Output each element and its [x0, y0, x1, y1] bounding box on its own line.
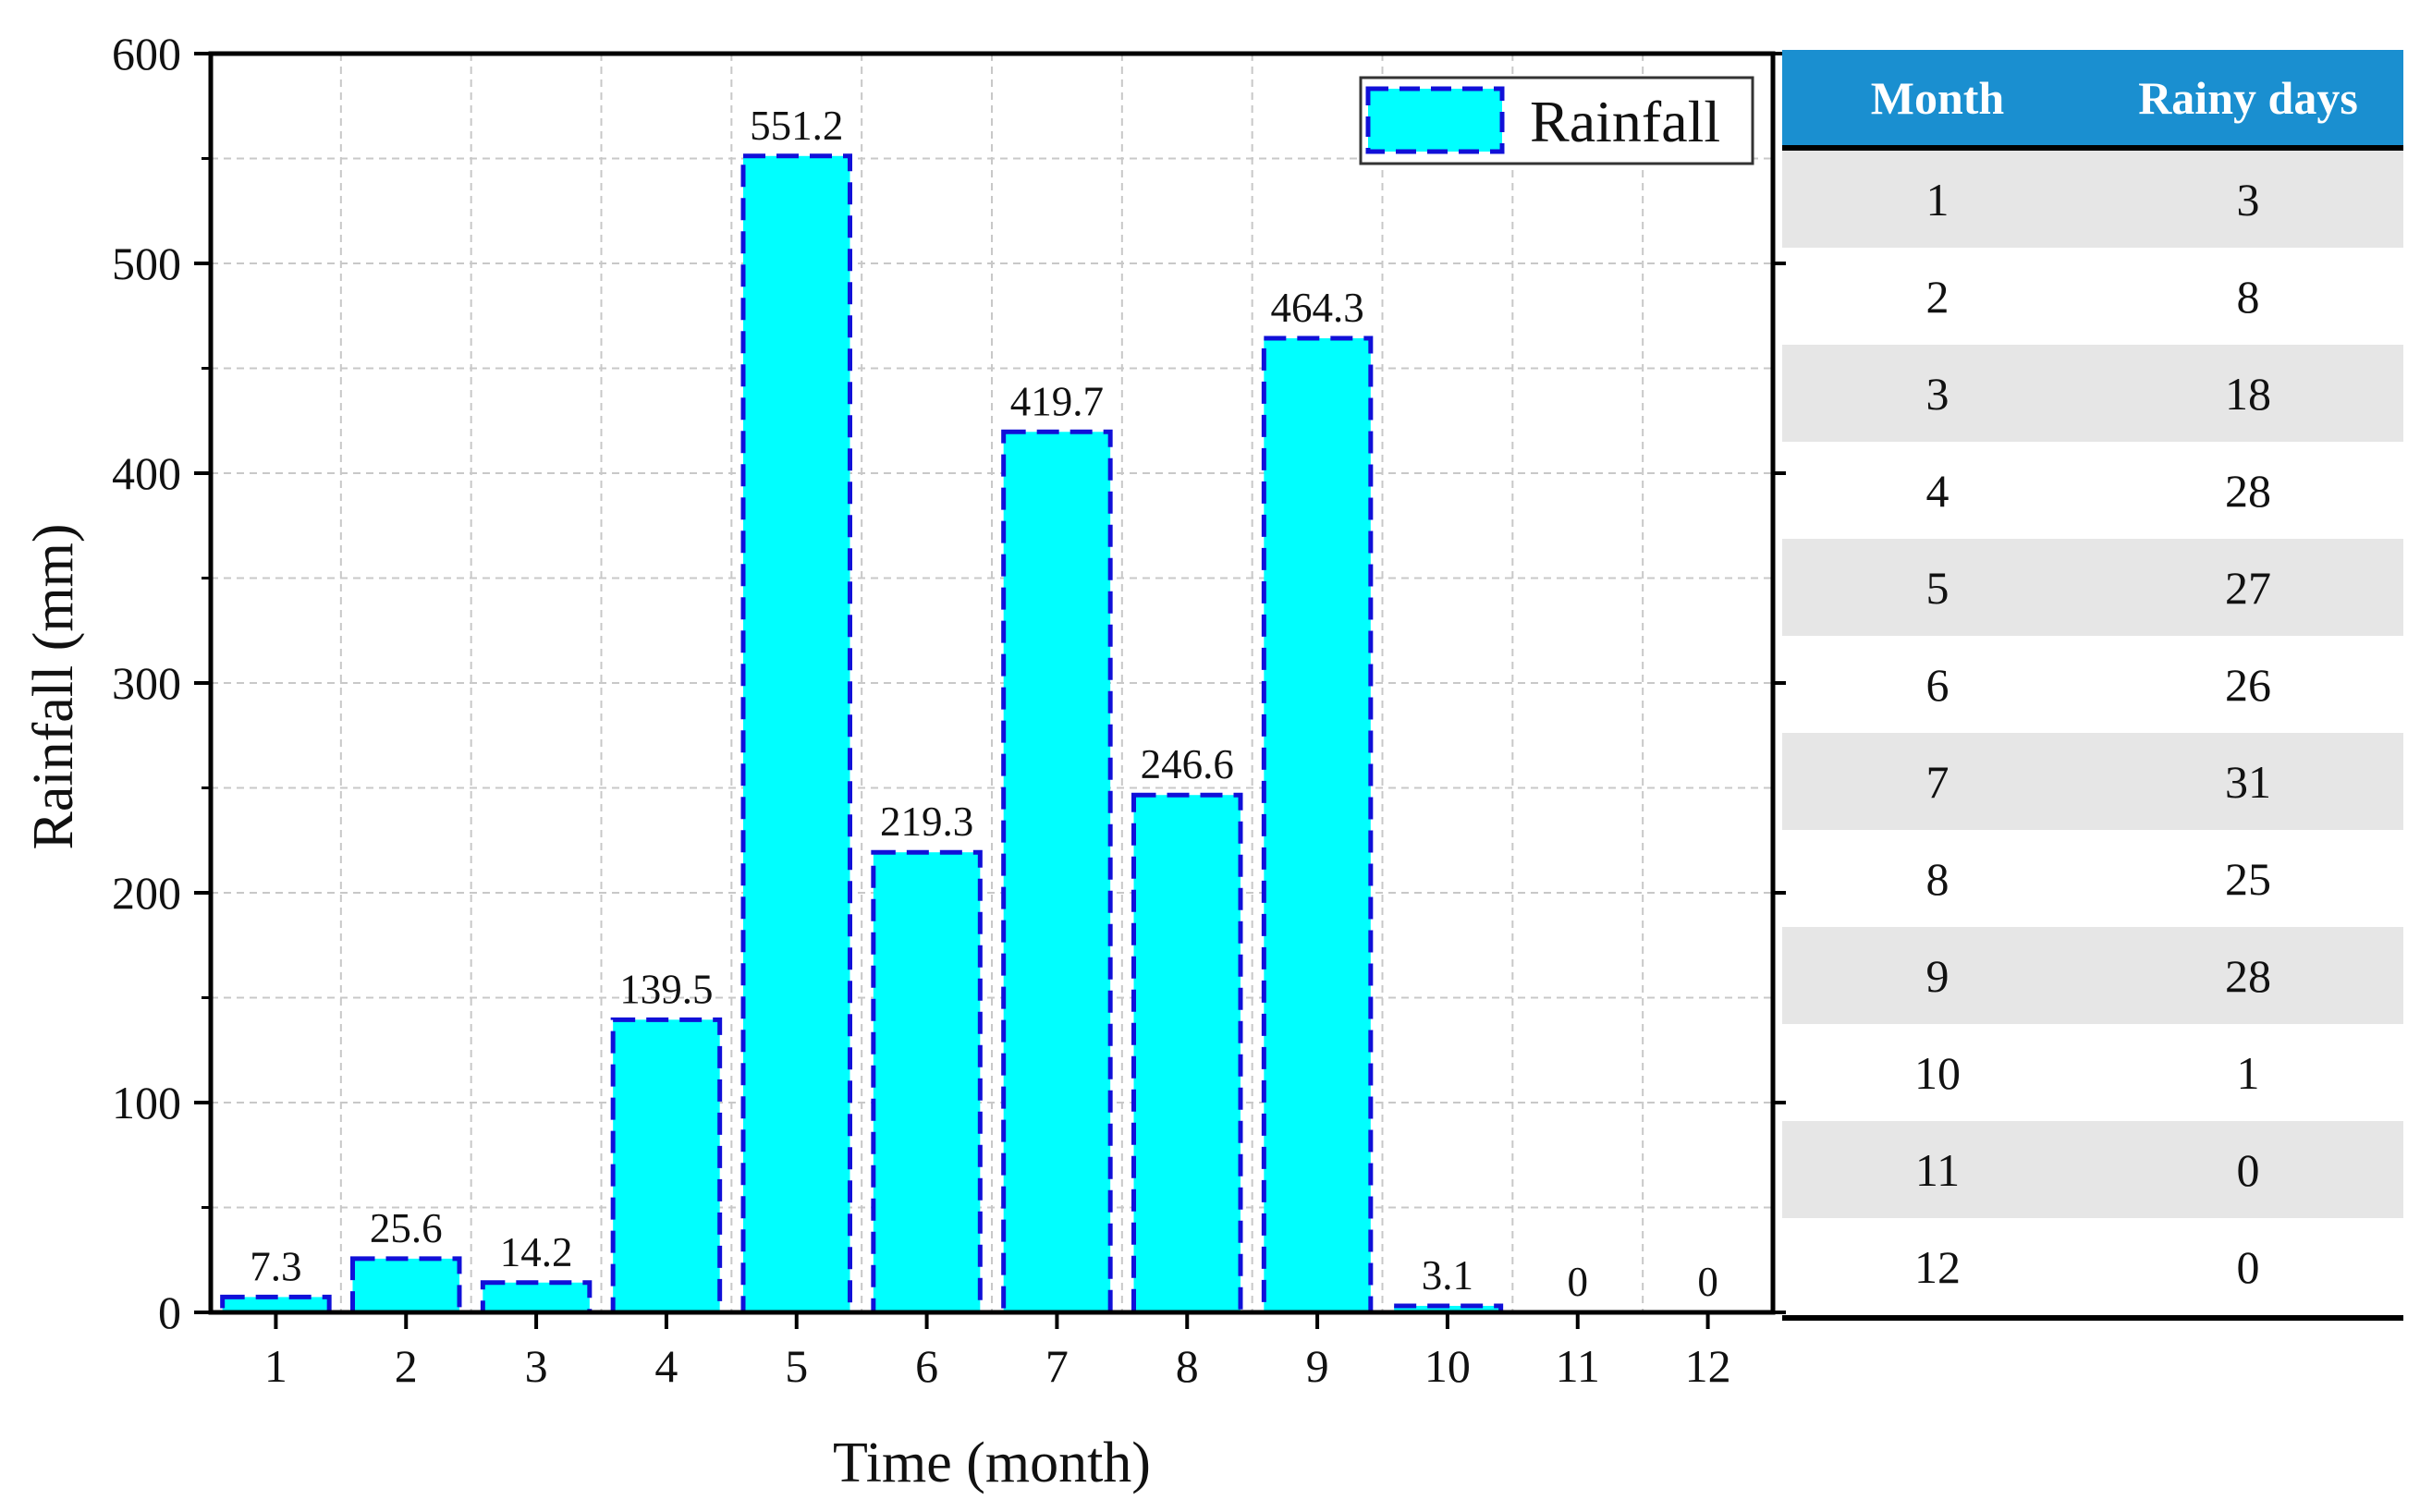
- legend-label: Rainfall: [1530, 89, 1720, 154]
- value-label-month-8: 246.6: [1141, 741, 1234, 787]
- value-label-month-3: 14.2: [500, 1229, 573, 1275]
- rainy-days-table: Month Rainy days 1 3 2 8 3 18 4 28 5 27 6 26 7 31 8 25 9…: [1782, 50, 2403, 1321]
- value-label-month-1: 7.3: [250, 1243, 301, 1289]
- table-row: 3 18: [1782, 345, 2403, 442]
- rainy-days-cell: 3: [2093, 148, 2403, 248]
- table-row: 7 31: [1782, 733, 2403, 830]
- x-axis-title: Time (month): [833, 1432, 1151, 1494]
- month-cell: 7: [1782, 733, 2093, 830]
- y-tick-label-0: 0: [158, 1286, 181, 1338]
- x-tick-label-12: 12: [1685, 1340, 1731, 1392]
- table-row: 12 0: [1782, 1218, 2403, 1321]
- y-axis-title: Rainfall (mm): [22, 524, 85, 850]
- rainy-days-cell: 18: [2093, 345, 2403, 442]
- y-tick-label-300: 300: [112, 657, 181, 709]
- x-tick-label-8: 8: [1176, 1340, 1199, 1392]
- value-label-month-6: 219.3: [880, 799, 973, 845]
- rainy-days-cell: 27: [2093, 539, 2403, 636]
- month-cell: 10: [1914, 1046, 1961, 1099]
- rainy-days-cell: 28: [2093, 927, 2403, 1024]
- month-column-header: Month: [1782, 50, 2093, 151]
- rainy-days-cell: 1: [2236, 1046, 2260, 1099]
- month-cell: 1: [1782, 148, 2093, 248]
- value-labels: 7.3 25.6 14.2 139.5 551.2 219.3 419.7 246.6 464.…: [250, 103, 1718, 1305]
- month-cell: 6: [1925, 658, 1949, 711]
- table-header-row: Month Rainy days: [1782, 50, 2403, 151]
- month-cell: 12: [1782, 1218, 2093, 1321]
- x-tick-label-11: 11: [1556, 1340, 1600, 1392]
- bars: [220, 153, 1504, 1315]
- month-cell: 9: [1782, 927, 2093, 1024]
- rainy-days-cell: 25: [2225, 852, 2271, 905]
- x-tick-label-7: 7: [1045, 1340, 1069, 1392]
- table-row: 10 1: [1782, 1024, 2403, 1121]
- x-tick-label-3: 3: [525, 1340, 548, 1392]
- rainy-days-cell: 28: [2225, 464, 2271, 517]
- bar-month-2: [350, 1256, 462, 1315]
- value-label-month-11: 0: [1568, 1259, 1589, 1305]
- table-row: 9 28: [1782, 927, 2403, 1024]
- value-label-month-5: 551.2: [750, 103, 843, 149]
- value-label-month-12: 0: [1697, 1259, 1718, 1305]
- bar-month-7: [1001, 429, 1113, 1315]
- month-cell: 3: [1782, 345, 2093, 442]
- x-tick-label-6: 6: [915, 1340, 938, 1392]
- y-tick-label-200: 200: [112, 867, 181, 919]
- table-row: 4 28: [1782, 442, 2403, 539]
- y-tick-label-400: 400: [112, 447, 181, 499]
- value-label-month-2: 25.6: [370, 1205, 443, 1251]
- y-tick-label-500: 500: [112, 238, 181, 289]
- value-label-month-4: 139.5: [619, 966, 713, 1012]
- rainy-days-column-header: Rainy days: [2093, 50, 2403, 151]
- rainy-days-cell: 0: [2093, 1218, 2403, 1321]
- rainy-days-cell: 0: [2093, 1121, 2403, 1218]
- bar-month-9: [1261, 335, 1374, 1315]
- legend: Rainfall: [1359, 76, 1754, 165]
- table-body: 1 3 2 8 3 18 4 28 5 27 6 26 7 31 8 25 9 28 10 1 11 0 12 0: [1782, 148, 2403, 1321]
- x-tick-label-4: 4: [654, 1340, 678, 1392]
- x-tick-label-9: 9: [1306, 1340, 1329, 1392]
- bar-month-3: [480, 1280, 593, 1315]
- month-cell: 4: [1925, 464, 1949, 517]
- x-tick-label-5: 5: [785, 1340, 808, 1392]
- rainy-days-cell: 8: [2236, 270, 2260, 323]
- legend-swatch: [1365, 86, 1505, 154]
- value-label-month-7: 419.7: [1010, 378, 1104, 424]
- table-row: 6 26: [1782, 636, 2403, 733]
- value-label-month-9: 464.3: [1270, 285, 1363, 331]
- x-tick-label-1: 1: [264, 1340, 287, 1392]
- rainy-days-cell: 26: [2225, 658, 2271, 711]
- month-cell: 8: [1925, 852, 1949, 905]
- grid-lines: [211, 54, 1773, 1312]
- month-cell: 11: [1782, 1121, 2093, 1218]
- y-tick-label-600: 600: [112, 28, 181, 79]
- bar-month-6: [871, 849, 983, 1315]
- month-cell: 2: [1925, 270, 1949, 323]
- table-row: 8 25: [1782, 830, 2403, 927]
- table-row: 5 27: [1782, 539, 2403, 636]
- rainy-days-cell: 31: [2093, 733, 2403, 830]
- bar-month-4: [610, 1017, 723, 1315]
- bar-month-5: [740, 153, 852, 1315]
- y-tick-label-100: 100: [112, 1077, 181, 1128]
- x-tick-label-2: 2: [395, 1340, 418, 1392]
- x-tick-label-10: 10: [1424, 1340, 1471, 1392]
- month-cell: 5: [1782, 539, 2093, 636]
- bar-month-8: [1131, 792, 1243, 1315]
- value-label-month-10: 3.1: [1422, 1252, 1473, 1299]
- table-row: 11 0: [1782, 1121, 2403, 1218]
